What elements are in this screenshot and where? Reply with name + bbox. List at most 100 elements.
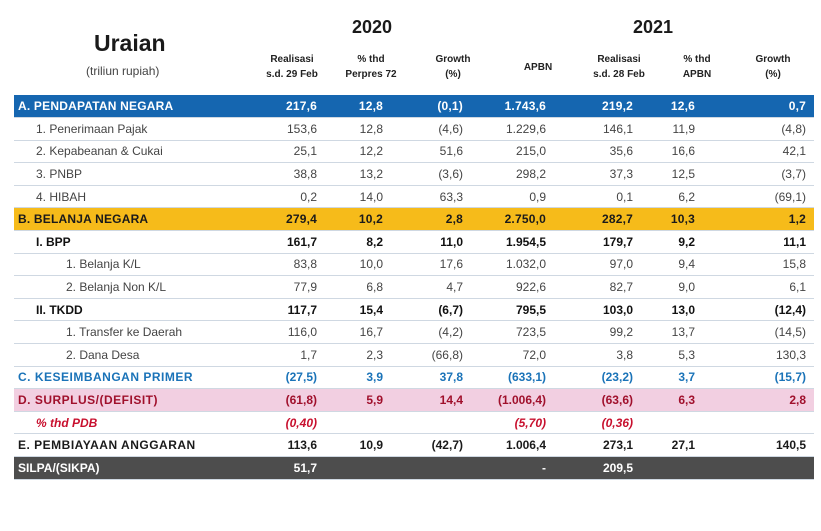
table-cell: 38,8 <box>236 162 325 186</box>
table-cell: 16,7 <box>325 320 391 345</box>
table-cell: (15,7) <box>703 366 814 390</box>
table-row: A. PENDAPATAN NEGARA 217,6 12,8 (0,1) 1.… <box>14 95 814 119</box>
table-cell: (633,1) <box>471 366 554 390</box>
table-cell: 15,4 <box>325 298 391 322</box>
table-cell: (1.006,4) <box>471 388 554 412</box>
table-row: D. SURPLUS/(DEFISIT) (61,8) 5,9 14,4 (1.… <box>14 388 814 412</box>
table-cell: 795,5 <box>471 298 554 322</box>
table-row: C. KESEIMBANGAN PRIMER (27,5) 3,9 37,8 (… <box>14 366 814 390</box>
table-cell: 273,1 <box>554 433 641 457</box>
table-cell: 4,7 <box>391 275 471 299</box>
table-cell: 0,7 <box>703 95 814 119</box>
table-cell: 51,7 <box>236 456 325 480</box>
table-cell: 11,0 <box>391 230 471 254</box>
table-cell: 217,6 <box>236 95 325 119</box>
table-cell: 146,1 <box>554 117 641 141</box>
table-cell: 12,8 <box>325 117 391 141</box>
table-cell <box>325 411 391 435</box>
table-cell: (23,2) <box>554 366 641 390</box>
table-cell: 99,2 <box>554 320 641 345</box>
table-cell: 1,7 <box>236 343 325 367</box>
table-row: % thd PDB (0,40) (5,70) (0,36) <box>14 411 814 435</box>
table-cell: 10,9 <box>325 433 391 457</box>
row-label: B. BELANJA NEGARA <box>14 207 236 232</box>
table-cell: 77,9 <box>236 275 325 299</box>
table-row: SILPA/(SIKPA) 51,7 - 209,5 <box>14 456 814 480</box>
table-cell: 83,8 <box>236 253 325 277</box>
table-cell: 0,2 <box>236 185 325 209</box>
table-cell: 219,2 <box>554 95 641 119</box>
table-row: 1. Belanja K/L 83,8 10,0 17,6 1.032,0 97… <box>14 253 814 277</box>
table-cell: 1.229,6 <box>471 117 554 141</box>
col-header-realisasi-2021: Realisasi s.d. 28 Feb <box>593 54 645 80</box>
table-cell: 3,8 <box>554 343 641 367</box>
table-cell: (14,5) <box>703 320 814 345</box>
table-cell: 51,6 <box>391 140 471 164</box>
table-cell: 13,2 <box>325 162 391 186</box>
table-cell: 42,1 <box>703 140 814 164</box>
table-cell: 5,9 <box>325 388 391 412</box>
table-row: 4. HIBAH 0,2 14,0 63,3 0,9 0,1 6,2 (69,1… <box>14 185 814 209</box>
table-cell: 1.954,5 <box>471 230 554 254</box>
uraian-title: Uraian <box>94 30 166 56</box>
table-row: 2. Kepabeanan & Cukai 25,1 12,2 51,6 215… <box>14 140 814 164</box>
col-header-realisasi-2020: Realisasi s.d. 29 Feb <box>266 54 318 80</box>
unit-subtitle: (triliun rupiah) <box>86 64 160 78</box>
table-cell: (61,8) <box>236 388 325 412</box>
table-cell: (4,6) <box>391 117 471 141</box>
row-label: 3. PNBP <box>14 162 236 186</box>
budget-table: A. PENDAPATAN NEGARA 217,6 12,8 (0,1) 1.… <box>14 95 814 480</box>
col-header-growth-2021: Growth (%) <box>755 54 791 80</box>
row-label: 2. Belanja Non K/L <box>14 275 236 299</box>
table-cell: 13,0 <box>641 298 703 322</box>
table-cell: 113,6 <box>236 433 325 457</box>
table-cell: 15,8 <box>703 253 814 277</box>
row-label: C. KESEIMBANGAN PRIMER <box>14 366 236 390</box>
table-cell: (4,8) <box>703 117 814 141</box>
table-cell <box>641 411 703 435</box>
table-cell: 298,2 <box>471 162 554 186</box>
table-cell: 72,0 <box>471 343 554 367</box>
row-label: 4. HIBAH <box>14 185 236 209</box>
table-cell: 2,8 <box>703 388 814 412</box>
table-cell: 1.743,6 <box>471 95 554 119</box>
row-label: II. TKDD <box>14 298 236 322</box>
table-cell: 103,0 <box>554 298 641 322</box>
row-label: E. PEMBIAYAAN ANGGARAN <box>14 433 236 457</box>
table-cell: 12,8 <box>325 95 391 119</box>
table-cell <box>641 456 703 480</box>
table-row: 2. Belanja Non K/L 77,9 6,8 4,7 922,6 82… <box>14 275 814 299</box>
table-cell: (0,1) <box>391 95 471 119</box>
table-cell: 723,5 <box>471 320 554 345</box>
table-cell: 97,0 <box>554 253 641 277</box>
col-header-growth-2020: Growth (%) <box>435 54 471 80</box>
table-cell <box>703 456 814 480</box>
col-header-pct-perpres: % thd Perpres 72 <box>345 54 397 80</box>
table-cell: 10,2 <box>325 207 391 232</box>
table-cell: 37,3 <box>554 162 641 186</box>
table-cell: (69,1) <box>703 185 814 209</box>
table-cell <box>703 411 814 435</box>
table-cell: (0,36) <box>554 411 641 435</box>
table-header: Uraian (triliun rupiah) 2020 2021 Realis… <box>0 0 821 92</box>
table-cell: (27,5) <box>236 366 325 390</box>
table-cell: 12,2 <box>325 140 391 164</box>
table-cell: 11,1 <box>703 230 814 254</box>
table-cell <box>325 456 391 480</box>
table-cell: 153,6 <box>236 117 325 141</box>
table-row: 2. Dana Desa 1,7 2,3 (66,8) 72,0 3,8 5,3… <box>14 343 814 367</box>
table-cell: 3,9 <box>325 366 391 390</box>
table-row: 1. Penerimaan Pajak 153,6 12,8 (4,6) 1.2… <box>14 117 814 141</box>
table-cell: 1,2 <box>703 207 814 232</box>
table-cell: (63,6) <box>554 388 641 412</box>
table-cell: 6,2 <box>641 185 703 209</box>
table-cell: (3,6) <box>391 162 471 186</box>
table-cell: 9,0 <box>641 275 703 299</box>
table-cell: (6,7) <box>391 298 471 322</box>
table-row: 3. PNBP 38,8 13,2 (3,6) 298,2 37,3 12,5 … <box>14 162 814 186</box>
table-cell: 0,1 <box>554 185 641 209</box>
table-cell: 161,7 <box>236 230 325 254</box>
table-cell <box>391 411 471 435</box>
table-cell: 17,6 <box>391 253 471 277</box>
row-label: 1. Belanja K/L <box>14 253 236 277</box>
